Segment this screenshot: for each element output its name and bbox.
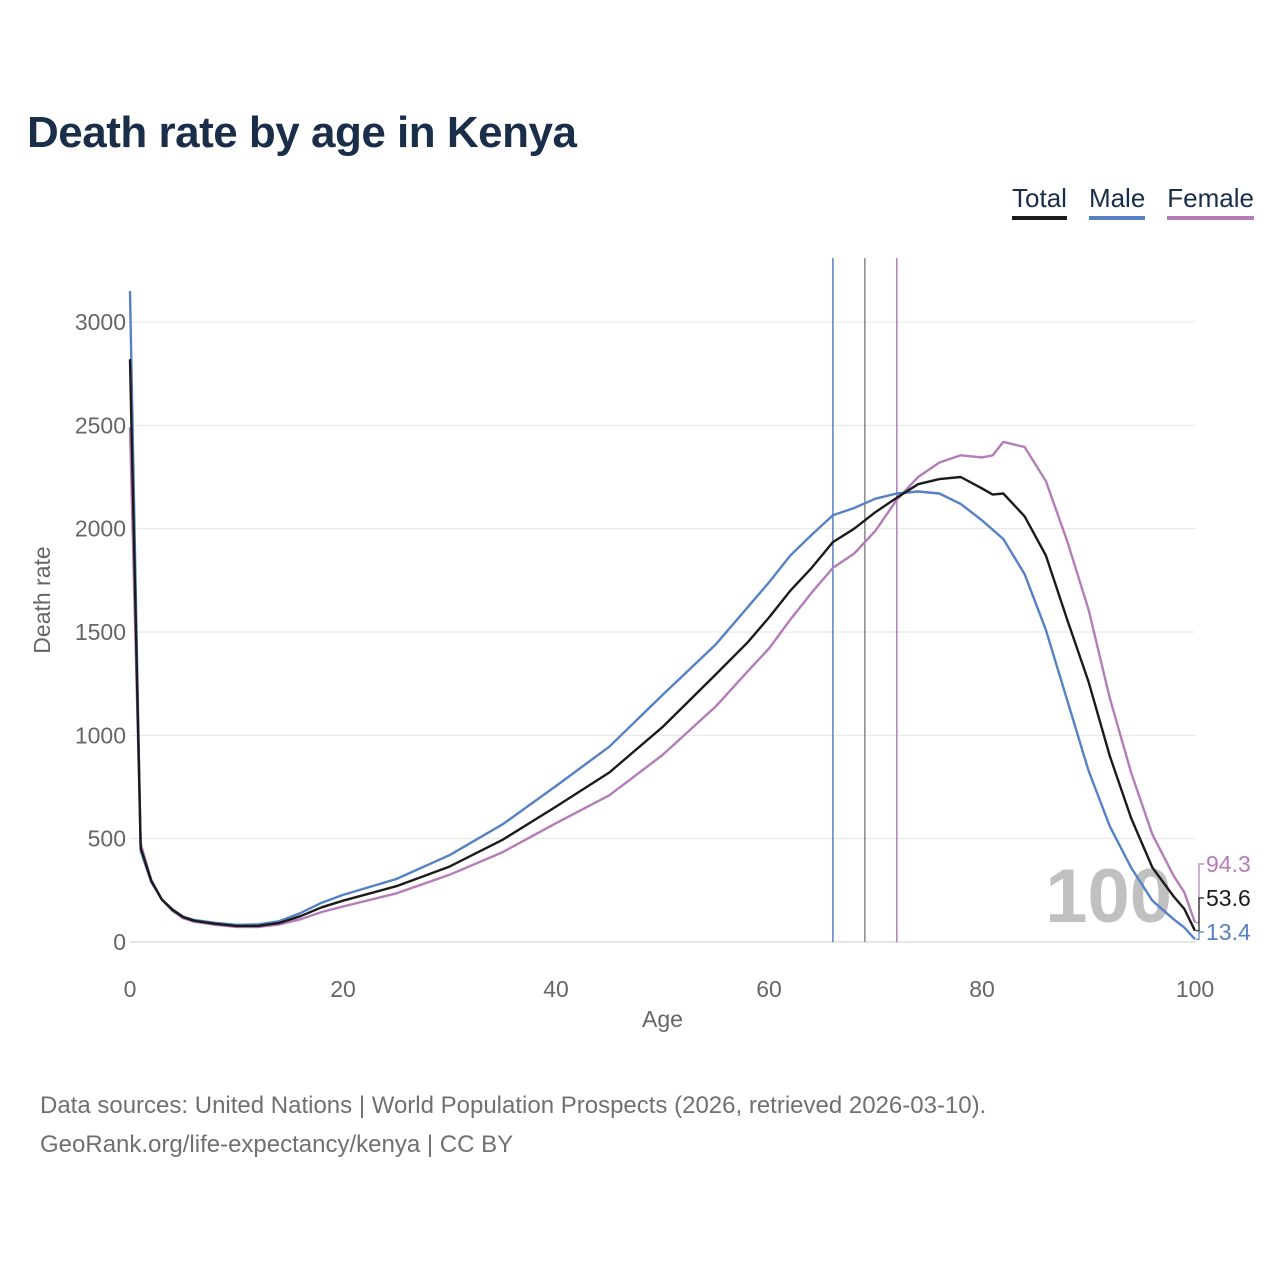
chart-title: Death rate by age in Kenya <box>27 108 577 157</box>
reference-lines <box>832 258 898 942</box>
x-tick-label: 20 <box>330 976 356 1002</box>
series-line-male[interactable] <box>128 290 1196 941</box>
end-label-connector-total <box>1196 897 1204 932</box>
source-footer: Data sources: United Nations | World Pop… <box>40 1086 986 1164</box>
y-tick-label: 0 <box>113 929 126 955</box>
series-line-female[interactable] <box>128 427 1197 929</box>
series-lines <box>128 290 1197 941</box>
x-axis-ticks: 0 20 40 60 80 100 <box>124 976 1215 1002</box>
legend-male[interactable]: Male <box>1088 183 1146 220</box>
x-tick-label: 0 <box>124 976 137 1002</box>
x-tick-label: 40 <box>543 976 569 1002</box>
y-axis-title: Death rate <box>29 546 55 653</box>
y-tick-label: 3000 <box>75 309 126 335</box>
end-label-connector-male <box>1196 931 1204 940</box>
y-tick-label: 1500 <box>75 619 126 645</box>
x-tick-label: 80 <box>969 976 995 1002</box>
y-tick-label: 500 <box>88 826 126 852</box>
x-tick-label: 60 <box>756 976 782 1002</box>
attribution-line[interactable]: GeoRank.org/life-expectancy/kenya | CC B… <box>40 1131 514 1158</box>
end-label-male: 13.4 <box>1206 919 1251 945</box>
end-labels: 94.3 53.6 13.4 <box>1196 851 1251 945</box>
x-axis-title: Age <box>642 1006 683 1032</box>
y-axis-ticks: 0 500 1000 1500 2000 2500 3000 <box>75 309 126 955</box>
legend-female[interactable]: Female <box>1167 183 1254 220</box>
end-label-female: 94.3 <box>1206 851 1251 877</box>
y-tick-label: 2500 <box>75 412 126 438</box>
y-tick-label: 2000 <box>75 516 126 542</box>
y-tick-label: 1000 <box>75 722 126 748</box>
grid-lines <box>130 321 1195 840</box>
series-line-total[interactable] <box>128 359 1197 932</box>
end-label-connector-female <box>1196 863 1204 924</box>
legend-total[interactable]: Total <box>1012 183 1067 220</box>
end-label-total: 53.6 <box>1206 885 1251 911</box>
legend: Total Male Female <box>1012 183 1254 220</box>
x-tick-label: 100 <box>1176 976 1214 1002</box>
source-line: Data sources: United Nations | World Pop… <box>40 1092 987 1119</box>
